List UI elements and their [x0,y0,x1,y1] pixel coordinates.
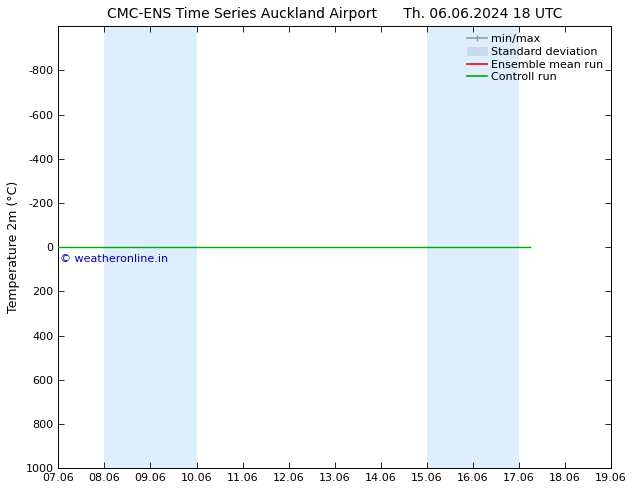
Bar [105,26,197,468]
Text: © weatheronline.in: © weatheronline.in [60,254,169,264]
Bar [611,26,625,468]
Y-axis label: Temperature 2m (°C): Temperature 2m (°C) [7,181,20,314]
Bar [427,26,519,468]
Legend: min/max, Standard deviation, Ensemble mean run, Controll run: min/max, Standard deviation, Ensemble me… [462,29,608,87]
Title: CMC-ENS Time Series Auckland Airport      Th. 06.06.2024 18 UTC: CMC-ENS Time Series Auckland Airport Th.… [107,7,562,21]
